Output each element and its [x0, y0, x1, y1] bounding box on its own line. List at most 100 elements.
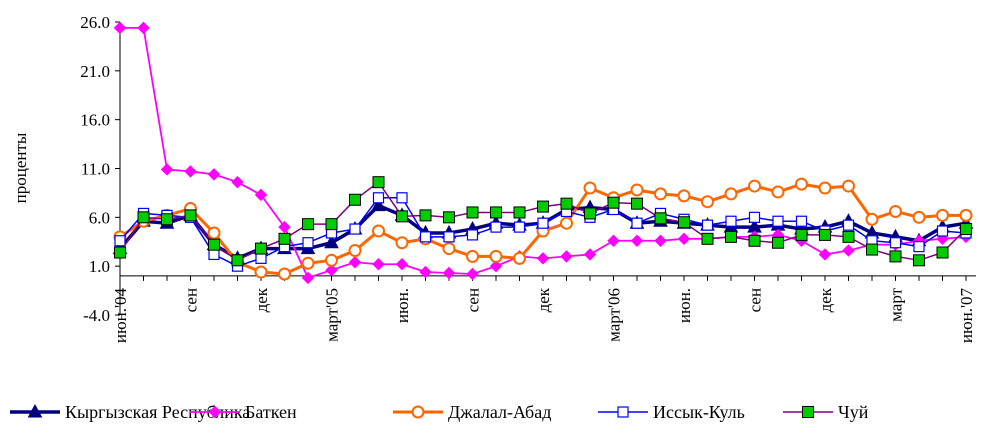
- legend-marker: [27, 403, 43, 418]
- data-point: [889, 204, 902, 218]
- legend-label: Иссык-Куль: [653, 402, 745, 422]
- data-point: [795, 228, 808, 241]
- data-point: [301, 271, 315, 285]
- data-point: [654, 212, 667, 225]
- data-point: [255, 252, 267, 264]
- data-point: [207, 168, 221, 181]
- data-point: [842, 179, 855, 193]
- data-point: [865, 212, 879, 226]
- data-point: [701, 195, 714, 209]
- legend-marker: [208, 405, 222, 419]
- data-point: [866, 243, 878, 256]
- data-point: [325, 218, 338, 231]
- data-point: [630, 183, 644, 197]
- data-point: [325, 263, 338, 277]
- data-point: [278, 267, 291, 281]
- data-point: [560, 197, 573, 210]
- data-point: [819, 228, 831, 241]
- data-point: [489, 249, 503, 263]
- y-tick-label: 21.0: [80, 62, 110, 81]
- series-line: [120, 26, 967, 279]
- data-point: [137, 211, 150, 224]
- data-point: [114, 235, 126, 247]
- data-point: [396, 210, 408, 223]
- data-point: [372, 258, 385, 271]
- x-tick-label: март'05: [323, 288, 342, 342]
- data-point: [913, 241, 925, 253]
- data-point: [443, 211, 455, 224]
- x-tick-label: сен: [746, 288, 765, 312]
- data-point: [913, 254, 925, 267]
- data-point: [396, 192, 408, 204]
- x-tick-label: март: [887, 287, 906, 321]
- data-point: [231, 254, 244, 267]
- data-point: [513, 251, 526, 265]
- data-point: [630, 234, 644, 247]
- data-point: [678, 216, 690, 229]
- data-point: [654, 234, 667, 247]
- data-point: [325, 253, 338, 267]
- data-point: [842, 244, 855, 257]
- legend-item-0: Кыргызская Республика: [10, 402, 250, 422]
- data-point: [324, 234, 339, 249]
- data-point: [231, 175, 244, 189]
- data-point: [489, 259, 503, 273]
- data-point: [419, 265, 432, 279]
- data-point: [372, 224, 385, 238]
- data-point: [278, 232, 291, 245]
- legend-item-1: Баткен: [190, 402, 297, 422]
- data-point: [560, 250, 573, 263]
- data-point: [701, 219, 714, 231]
- data-point: [889, 237, 902, 249]
- data-point: [842, 219, 855, 231]
- data-point: [795, 215, 808, 227]
- data-point: [302, 218, 314, 231]
- data-point: [748, 179, 761, 193]
- data-point: [936, 225, 949, 237]
- x-tick-label: дек: [534, 287, 553, 312]
- data-point: [537, 200, 549, 213]
- data-point: [466, 206, 479, 219]
- legend-label: Баткен: [245, 402, 297, 422]
- series-1: [113, 21, 973, 285]
- data-point: [255, 242, 267, 255]
- y-tick-label: 1.0: [89, 257, 110, 276]
- data-point: [184, 209, 197, 222]
- y-tick-label: 26.0: [80, 13, 110, 32]
- data-point: [959, 208, 973, 222]
- data-point: [936, 208, 949, 222]
- data-point: [160, 163, 174, 176]
- x-tick-label: сен: [464, 288, 483, 312]
- legend-item-4: Чуй: [783, 402, 869, 422]
- data-point: [184, 165, 197, 178]
- data-point: [748, 211, 761, 223]
- data-point: [278, 220, 291, 234]
- data-point: [584, 207, 596, 220]
- data-point: [936, 246, 949, 259]
- data-point: [818, 181, 832, 195]
- data-point: [583, 248, 597, 261]
- data-point: [302, 237, 314, 249]
- data-point: [348, 244, 362, 258]
- data-point: [349, 193, 361, 206]
- data-point: [442, 242, 456, 256]
- data-point: [677, 189, 691, 203]
- data-point: [889, 250, 902, 263]
- x-tick-label: дек: [252, 287, 271, 312]
- data-point: [137, 21, 150, 35]
- legend-item-3: Иссык-Куль: [598, 402, 745, 422]
- data-point: [960, 223, 972, 236]
- data-point: [772, 236, 784, 249]
- y-tick-label: 16.0: [80, 111, 110, 130]
- x-tick-label: июн.: [675, 288, 694, 323]
- x-tick-label: март'06: [605, 288, 624, 342]
- data-point: [254, 265, 268, 279]
- data-point: [490, 206, 502, 219]
- data-point: [771, 185, 785, 199]
- data-point: [372, 176, 385, 189]
- data-point: [466, 229, 479, 241]
- data-point: [536, 252, 550, 265]
- legend-label: Кыргызская Республика: [65, 402, 250, 422]
- data-point: [114, 246, 126, 259]
